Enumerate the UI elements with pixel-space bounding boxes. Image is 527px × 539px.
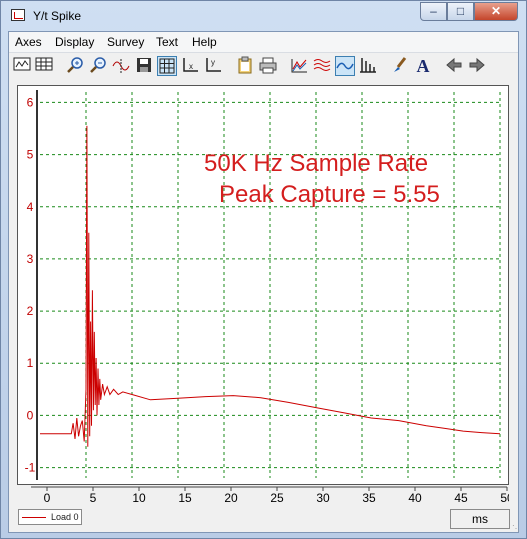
x-tick-label-30: 30 [316,491,330,505]
zoom-in-icon[interactable] [65,56,85,76]
x-tick-label-20: 20 [224,491,238,505]
annotation-peak-capture: Peak Capture = 5.55 [219,181,440,208]
x-tick-labels: 0 5 10 15 20 25 30 35 40 45 50 [44,487,509,505]
chart-svg: -1 0 1 2 3 4 5 6 50K Hz Sample Rate Peak Captur… [25,90,501,480]
legend-label-load-0: Load 0 [51,512,79,522]
plot-area[interactable]: -1 0 1 2 3 4 5 6 50K Hz Sample Rate Peak Captur… [17,85,509,485]
single-trace-icon[interactable] [335,56,355,76]
text-icon[interactable]: A [416,56,430,76]
x-tick-label-40: 40 [408,491,422,505]
y-tick-label-3: 3 [27,252,34,266]
paint-brush-icon[interactable] [390,56,410,76]
y-tick-labels: -1 0 1 2 3 4 5 6 [25,95,36,474]
y-tick-label-1: 1 [27,356,34,370]
print-icon[interactable] [258,56,278,76]
svg-text:y: y [211,58,215,67]
x-tick-label-0: 0 [44,491,51,505]
units-field[interactable]: ms [450,509,510,529]
back-arrow-icon[interactable] [444,56,464,76]
y-tick-label-4: 4 [27,200,34,214]
x-tick-label-35: 35 [362,491,376,505]
menu-display[interactable]: Display [55,35,95,49]
menu-bar: Axes Display Survey Text Help [9,32,518,53]
series-line-load-0 [40,125,501,447]
legend: Load 0 [18,509,82,525]
menu-text[interactable]: Text [156,35,179,49]
maximize-button[interactable]: □ [447,2,474,21]
annotation-sample-rate: 50K Hz Sample Rate [204,150,428,177]
x-tick-label-15: 15 [178,491,192,505]
multi-trace-icon[interactable] [289,56,309,76]
minimize-button[interactable]: – [420,2,447,21]
title-bar[interactable]: Y/t Spike – □ ✕ [1,1,526,31]
menu-survey[interactable]: Survey [107,35,145,49]
window-title: Y/t Spike [33,9,82,23]
y-axis-icon[interactable]: y [203,56,223,76]
toolbar: x y [9,53,518,80]
y-tick-label--1: -1 [25,461,36,475]
y-tick-label-6: 6 [27,95,34,109]
x-tick-label-10: 10 [132,491,146,505]
clipboard-icon[interactable] [235,56,255,76]
x-tick-label-25: 25 [270,491,284,505]
y-tick-label-5: 5 [27,148,34,162]
forward-arrow-icon[interactable] [467,56,487,76]
y-tick-label-0: 0 [27,408,34,422]
svg-text:x: x [189,62,193,71]
chart-app-icon [11,9,25,21]
strip-chart-icon[interactable] [12,56,32,76]
menu-help[interactable]: Help [192,35,217,49]
zoom-out-icon[interactable] [88,56,108,76]
cursor-icon[interactable] [111,56,131,76]
bar-icon[interactable] [358,56,378,76]
gridlines [36,90,501,480]
table-view-icon[interactable] [34,56,54,76]
menu-axes[interactable]: Axes [15,35,42,49]
stacked-trace-icon[interactable] [312,56,332,76]
client-area: Axes Display Survey Text Help [8,31,520,533]
x-axis-svg: 0 5 10 15 20 25 30 35 40 45 50 [31,486,509,505]
resize-grip[interactable]: ⋱ [512,524,520,533]
y-tick-label-2: 2 [27,304,34,318]
x-tick-label-45: 45 [454,491,468,505]
close-button[interactable]: ✕ [474,2,518,21]
grid-icon[interactable] [157,56,177,76]
save-icon[interactable] [134,56,154,76]
x-tick-label-50: 50 [500,491,509,505]
x-axis-icon[interactable]: x [180,56,200,76]
x-axis-panel: 0 5 10 15 20 25 30 35 40 45 50 [17,486,509,506]
x-tick-label-5: 5 [90,491,97,505]
legend-swatch-load-0 [22,517,46,518]
